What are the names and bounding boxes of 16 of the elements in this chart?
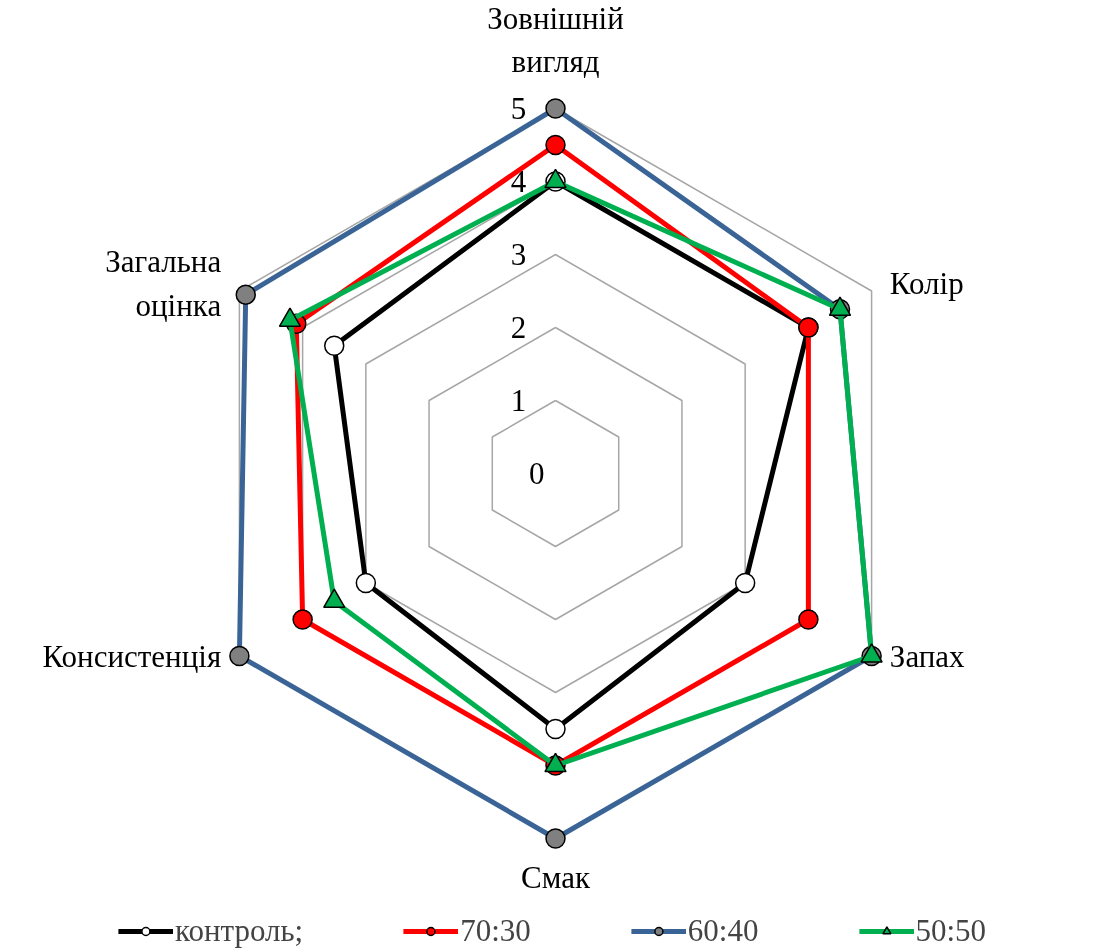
y-tick-label: 2 <box>510 310 527 345</box>
legend-label: 50:50 <box>915 913 987 949</box>
legend-label: 60:40 <box>687 913 759 949</box>
spoke-label: Колір <box>889 266 964 302</box>
spoke-label: Загальна оцінка <box>105 244 222 324</box>
y-tick-label: 0 <box>529 456 545 491</box>
spoke-label: Запах <box>889 638 966 674</box>
y-tick-label: 5 <box>510 91 527 126</box>
y-tick-label: 4 <box>510 164 527 199</box>
spoke-label: Консистенція <box>42 638 222 674</box>
legend-label: 70:30 <box>460 913 531 949</box>
spoke-label: Зовнішній вигляд <box>487 0 624 80</box>
y-tick-label: 3 <box>510 237 527 272</box>
y-tick-label: 1 <box>510 383 527 418</box>
legend-label: контроль; <box>174 913 304 949</box>
spoke-label: Смак <box>521 860 591 896</box>
